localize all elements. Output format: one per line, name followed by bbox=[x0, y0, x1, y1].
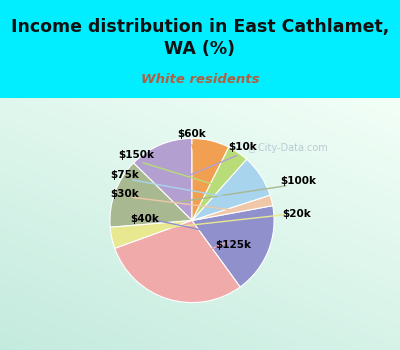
Text: $125k: $125k bbox=[215, 240, 251, 250]
Text: White residents: White residents bbox=[141, 73, 259, 86]
Wedge shape bbox=[110, 163, 192, 227]
Text: Income distribution in East Cathlamet,
WA (%): Income distribution in East Cathlamet, W… bbox=[11, 18, 389, 58]
Wedge shape bbox=[134, 139, 192, 220]
Text: ⓘ City-Data.com: ⓘ City-Data.com bbox=[249, 144, 327, 153]
Text: $30k: $30k bbox=[110, 189, 139, 199]
Wedge shape bbox=[192, 147, 246, 220]
Text: $60k: $60k bbox=[178, 130, 206, 139]
Text: $100k: $100k bbox=[281, 176, 317, 186]
Text: $10k: $10k bbox=[228, 142, 257, 152]
Wedge shape bbox=[192, 206, 274, 287]
Wedge shape bbox=[192, 195, 273, 220]
Wedge shape bbox=[115, 220, 240, 302]
Wedge shape bbox=[192, 139, 229, 220]
Text: $20k: $20k bbox=[283, 209, 312, 219]
Text: $40k: $40k bbox=[130, 214, 159, 224]
Wedge shape bbox=[192, 159, 270, 220]
Text: $150k: $150k bbox=[118, 150, 154, 160]
Text: $75k: $75k bbox=[110, 169, 139, 180]
Wedge shape bbox=[110, 220, 192, 248]
